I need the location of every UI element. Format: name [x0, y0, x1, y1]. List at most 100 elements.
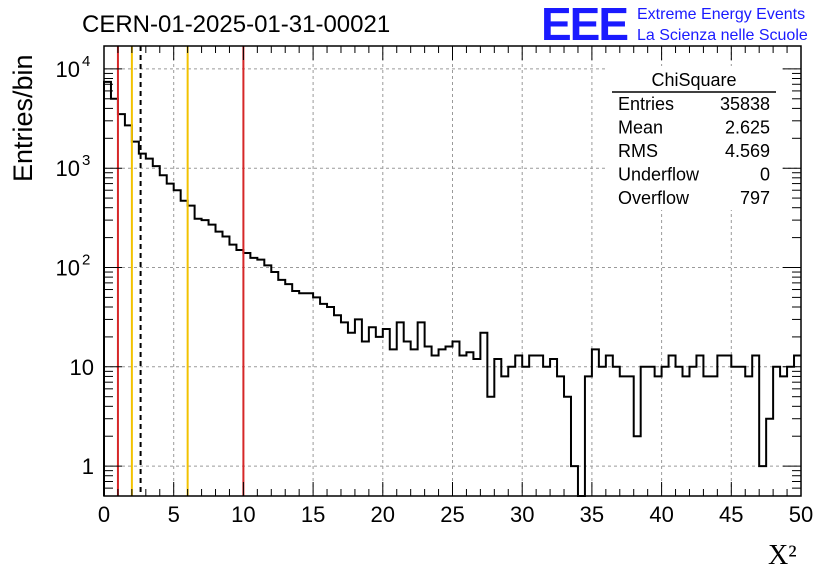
stats-row-label: RMS [618, 141, 658, 161]
stats-row-value: 2.625 [725, 118, 770, 138]
histogram-bin [404, 341, 411, 496]
histogram-bin [766, 419, 773, 496]
histogram-bin [529, 355, 536, 496]
x-tick-label: 30 [510, 502, 534, 527]
histogram-bin [738, 367, 745, 496]
x-tick-label: 40 [649, 502, 673, 527]
histogram-bin [167, 184, 174, 496]
histogram-bin [250, 258, 257, 496]
histogram-bin [459, 355, 466, 496]
plot-frame [103, 45, 802, 497]
y-tick-label: 10 [56, 156, 80, 181]
histogram-bin [494, 359, 501, 496]
histogram-bin [257, 260, 264, 496]
histogram-bin [195, 219, 202, 496]
histogram-bin [271, 272, 278, 496]
histogram-bin [731, 367, 738, 496]
histogram-bin [662, 367, 669, 496]
histogram-bin [306, 293, 313, 496]
histogram-bin [432, 355, 439, 496]
histogram-bin [787, 367, 794, 496]
stats-row-label: Mean [618, 118, 663, 138]
histogram-bin [599, 367, 606, 496]
histogram-bin [717, 355, 724, 496]
histogram-bin [592, 349, 599, 496]
histogram-bin [557, 376, 564, 496]
histogram-bin [264, 265, 271, 496]
histogram-bin [181, 201, 188, 496]
histogram-bin [188, 206, 195, 496]
histogram-bin [202, 220, 209, 496]
histogram-bin [118, 114, 125, 496]
logo-line-2: La Scienza nelle Scuole [637, 27, 808, 44]
logo-mark: EEE [541, 0, 627, 50]
histogram-bin [320, 304, 327, 496]
histogram-bin [285, 284, 292, 496]
histogram-bin [564, 397, 571, 496]
histogram-bin [313, 297, 320, 496]
stats-title: ChiSquare [651, 70, 736, 90]
histogram-bin [355, 319, 362, 496]
histogram-bin [397, 322, 404, 496]
histogram-bin [160, 175, 167, 496]
histogram-bin [613, 367, 620, 496]
histogram-outline [103, 80, 801, 497]
histogram-bin [648, 367, 655, 496]
histogram-bin [752, 355, 759, 496]
y-tick-label: 10 [70, 355, 94, 380]
histogram-bin [174, 190, 181, 496]
eee-logo: EEE Extreme Energy Events La Scienza nel… [541, 0, 808, 50]
histogram-bin [376, 337, 383, 496]
chart-title: CERN-01-2025-01-31-00021 [82, 11, 390, 38]
histogram-bin [724, 355, 731, 496]
stats-row-label: Entries [618, 94, 674, 114]
stats-row-label: Overflow [618, 188, 690, 208]
y-tick-label: 10 [56, 255, 80, 280]
x-tick-label: 0 [98, 502, 110, 527]
histogram-bin [327, 307, 334, 496]
y-tick-exponent: 3 [82, 152, 90, 169]
x-tick-label: 45 [719, 502, 743, 527]
reference-lines-layer [116, 46, 245, 496]
stats-rows: Entries 35838 Mean 2.625 RMS 4.569 Underflow 0 O… [618, 94, 770, 208]
histogram-bin [480, 333, 487, 496]
histogram-bin [243, 253, 250, 496]
y-tick-label: 10 [56, 57, 80, 82]
stats-row-label: Underflow [618, 165, 700, 185]
x-tick-labels: 0 5 10 15 20 25 30 35 40 45 50 [98, 502, 813, 527]
axes-layer [103, 45, 802, 497]
histogram-bin [759, 466, 766, 496]
histogram-bin [571, 466, 578, 496]
histogram-bin [236, 250, 243, 496]
x-tick-label: 50 [789, 502, 813, 527]
histogram-bin [703, 376, 710, 496]
grid-layer [104, 46, 801, 496]
x-tick-label: 15 [301, 502, 325, 527]
histogram-bin [522, 367, 529, 496]
histogram-bin [501, 376, 508, 496]
histogram-bin [299, 293, 306, 496]
x-tick-label: 10 [231, 502, 255, 527]
histogram-bin [146, 159, 153, 496]
histogram-bin [390, 349, 397, 496]
histogram-bin [132, 142, 139, 496]
histogram-bin [369, 327, 376, 496]
histogram-bin [222, 237, 229, 496]
y-tick-exponent: 2 [82, 251, 90, 268]
stats-row-value: 4.569 [725, 141, 770, 161]
histogram-bin [341, 322, 348, 496]
x-axis-label: X² [768, 540, 797, 571]
x-tick-label: 5 [168, 502, 180, 527]
histogram-bin [334, 315, 341, 496]
x-tick-label: 35 [580, 502, 604, 527]
stats-box-background [608, 66, 780, 210]
histogram-bin [278, 280, 285, 496]
histogram-bin [683, 376, 690, 496]
histogram-bin [606, 355, 613, 496]
x-tick-label: 20 [371, 502, 395, 527]
histogram-bin [689, 367, 696, 496]
histogram-bin [383, 329, 390, 496]
histogram-bin [780, 376, 787, 496]
histogram-bin [362, 341, 369, 496]
